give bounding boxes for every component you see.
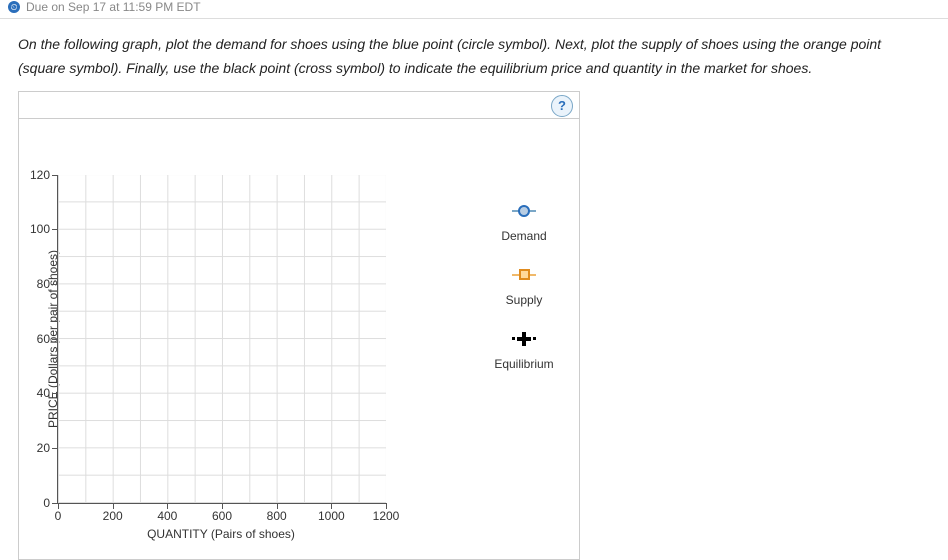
x-axis-title: QUANTITY (Pairs of shoes) [147,527,295,541]
y-tick [52,448,58,449]
x-tick-label: 200 [93,509,133,523]
y-tick-label: 20 [10,441,50,455]
y-tick-label: 100 [10,222,50,236]
legend: Demand Supply Equilibrium [479,199,569,391]
circle-marker-icon [479,199,569,223]
y-tick-label: 60 [10,332,50,346]
x-tick-label: 600 [202,509,242,523]
instructions-text: On the following graph, plot the demand … [0,19,948,91]
x-tick-label: 0 [38,509,78,523]
legend-label: Demand [479,229,569,243]
plot-area[interactable]: 120 100 80 60 40 20 0 0 [57,175,386,504]
help-button[interactable]: ? [551,95,573,117]
cross-marker-icon [479,327,569,351]
legend-item-supply[interactable]: Supply [479,263,569,307]
page-root: ⏲ Due on Sep 17 at 11:59 PM EDT On the f… [0,0,948,558]
y-tick [52,393,58,394]
x-tick-label: 800 [257,509,297,523]
due-bar: ⏲ Due on Sep 17 at 11:59 PM EDT [0,0,948,19]
chart: PRICE (Dollars per pair of shoes) 120 10… [57,175,386,504]
legend-item-equilibrium[interactable]: Equilibrium [479,327,569,371]
x-tick-label: 1200 [366,509,406,523]
y-tick-label: 40 [10,386,50,400]
y-tick [52,175,58,176]
panel-header: ? [19,92,579,119]
square-marker-icon [479,263,569,287]
y-tick-label: 120 [10,168,50,182]
legend-label: Supply [479,293,569,307]
due-text: Due on Sep 17 at 11:59 PM EDT [26,0,201,14]
legend-item-demand[interactable]: Demand [479,199,569,243]
y-tick [52,339,58,340]
graph-panel: ? PRICE (Dollars per pair of shoes) 120 … [18,91,580,560]
y-tick-label: 0 [10,496,50,510]
y-tick-label: 80 [10,277,50,291]
y-tick [52,229,58,230]
x-tick-label: 1000 [311,509,351,523]
y-tick [52,284,58,285]
x-tick-label: 400 [147,509,187,523]
panel-body: PRICE (Dollars per pair of shoes) 120 10… [19,119,579,559]
clock-icon: ⏲ [8,1,20,13]
legend-label: Equilibrium [479,357,569,371]
